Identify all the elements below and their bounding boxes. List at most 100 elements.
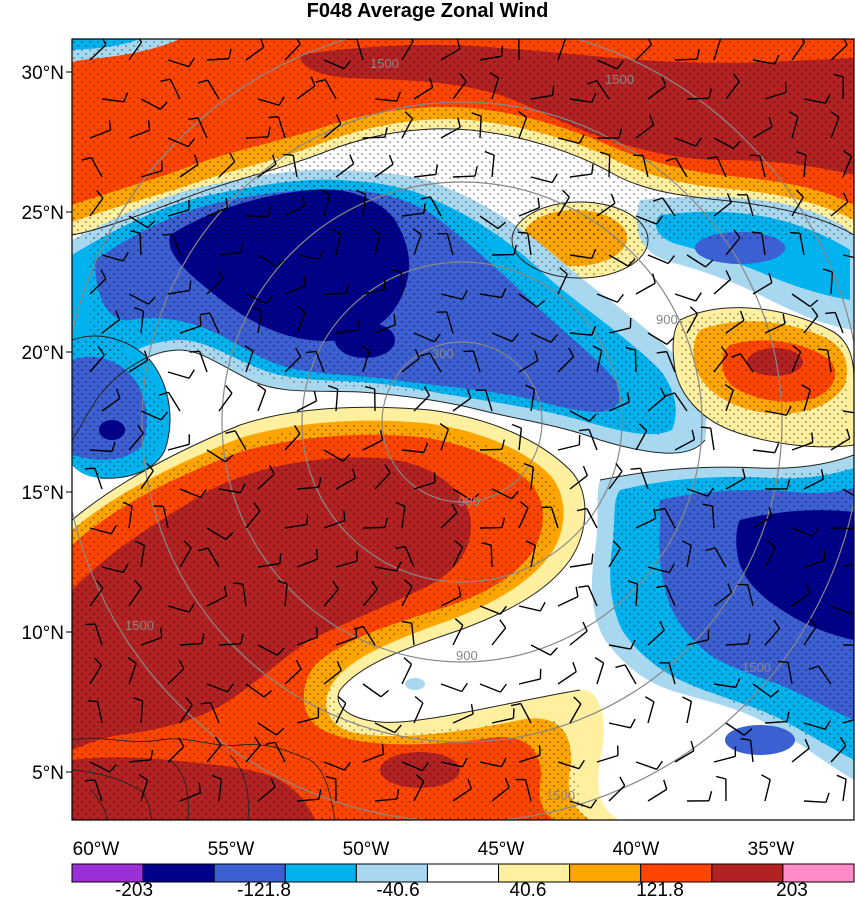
wind-barb-flag: [201, 633, 205, 644]
wind-barb: [740, 353, 754, 373]
wind-barb: [315, 351, 325, 373]
wind-barb-flag: [630, 467, 641, 470]
wind-barb-flag: [809, 299, 819, 308]
wind-barb-flag: [471, 112, 482, 117]
wind-barb: [661, 197, 676, 217]
wind-barb: [234, 430, 247, 451]
wind-barb-flag: [134, 540, 145, 546]
lat-label-25N: 25°N: [22, 203, 64, 224]
wind-barb: [569, 800, 592, 809]
wind-barb-flag: [197, 79, 208, 84]
wind-barb-flag: [293, 424, 301, 435]
wind-barb: [284, 584, 288, 607]
wind-barb: [446, 233, 454, 256]
wind-barb-flag: [626, 392, 630, 403]
wind-barb-flag: [578, 585, 589, 588]
wind-barb-flag: [707, 487, 714, 497]
wind-barb: [284, 43, 301, 61]
wind-barb: [413, 233, 422, 256]
wind-barb: [752, 126, 773, 139]
wind-barb-flag: [612, 540, 621, 549]
wind-barb: [296, 400, 317, 412]
ring-label-1500-south: 1500: [546, 788, 575, 803]
wind-barb: [374, 324, 396, 334]
wind-barb: [452, 488, 473, 502]
wind-barb-flag: [381, 744, 385, 755]
wind-barb-flag: [137, 424, 144, 434]
wind-barb-flag: [474, 166, 478, 177]
wind-barb-flag: [839, 736, 847, 747]
wind-barb-flag: [388, 154, 394, 165]
wind-barb-flag: [846, 428, 851, 439]
wind-barb: [803, 315, 819, 334]
wind-barb: [128, 759, 151, 763]
wind-barb-flag: [625, 347, 636, 351]
wind-barb-flag: [454, 540, 463, 548]
wind-barb: [218, 642, 242, 646]
wind-barb-flag: [396, 91, 402, 102]
wind-barb-flag: [466, 388, 472, 399]
wind-barb: [296, 254, 319, 260]
wind-barb: [675, 157, 688, 178]
range-ring-labels: 300 900 900 900 1500 1500 1500 1500 1500: [125, 56, 771, 803]
wind-barb-flag: [467, 779, 472, 789]
wind-barb-flag: [619, 776, 626, 786]
wind-barb-flag: [244, 345, 254, 352]
wind-barb-flag: [668, 563, 675, 573]
lat-label-30N: 30°N: [22, 63, 64, 84]
wind-barb-flag: [705, 259, 714, 268]
wind-barb: [296, 558, 318, 568]
wind-barb: [362, 136, 386, 139]
wind-barb-flag: [435, 164, 438, 175]
wind-barb: [490, 544, 493, 568]
wind-barb-flag: [733, 229, 741, 239]
wind-barb-flag: [421, 762, 429, 771]
wind-barb-flag: [591, 164, 594, 175]
wind-barb-flag: [689, 306, 699, 315]
wind-barb: [557, 196, 570, 217]
wind-barb-flag: [150, 749, 154, 760]
wind-barb: [518, 207, 540, 217]
wind-barb: [374, 98, 397, 102]
colorbar-box: [782, 863, 855, 883]
wind-barb: [140, 311, 145, 334]
wind-barb: [245, 744, 261, 763]
wind-barb-flag: [694, 137, 702, 147]
wind-barb-flag: [364, 385, 375, 390]
wind-barb: [452, 546, 464, 568]
wind-barb: [550, 506, 559, 529]
wind-barb-flag: [629, 639, 636, 650]
wind-barb: [530, 644, 551, 656]
wind-barb-flag: [725, 270, 732, 280]
wind-barb-flag: [85, 623, 96, 626]
wind-barb-flag: [276, 727, 285, 736]
wind-barb-flag: [133, 306, 144, 312]
wind-barb-flag: [313, 390, 318, 402]
wind-barb-flag: [306, 350, 317, 354]
wind-barb: [596, 662, 605, 685]
wind-barb: [172, 233, 181, 256]
ring-label-900-east: 900: [656, 312, 678, 327]
wind-barb-flag: [101, 39, 107, 46]
wind-barb-flag: [410, 39, 414, 42]
wind-barb: [429, 196, 442, 217]
wind-barb-flag: [499, 605, 507, 615]
wind-barb-flag: [588, 413, 597, 422]
wind-barb-flag: [225, 454, 234, 463]
wind-barb-flag: [804, 738, 810, 749]
wind-barb: [128, 293, 149, 305]
wind-barb: [479, 55, 502, 61]
wind-barb-flag: [371, 580, 378, 590]
wind-barb-flag: [501, 288, 507, 298]
wind-barb: [89, 587, 104, 607]
wind-barb: [257, 311, 263, 334]
wind-barb-flag: [134, 579, 142, 589]
wind-barb: [569, 98, 592, 103]
wind-barb: [665, 585, 676, 607]
wind-barb: [764, 547, 776, 568]
wind-barb: [586, 508, 598, 529]
wind-barb-flag: [511, 333, 519, 342]
wind-barb: [257, 254, 278, 268]
wind-barb-flag: [267, 206, 272, 217]
wind-barb-flag: [315, 79, 326, 83]
